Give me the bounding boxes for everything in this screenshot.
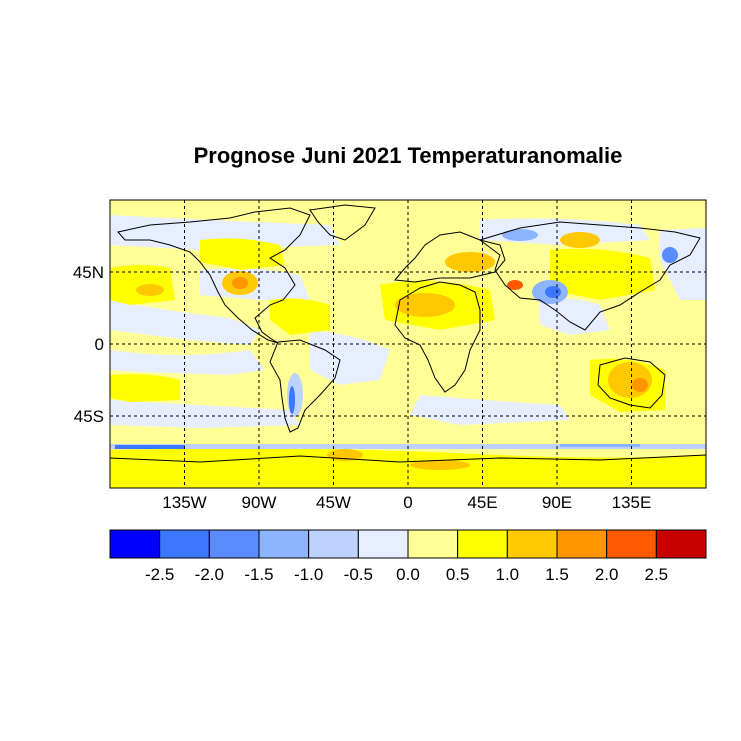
field-region-8 [660, 228, 706, 300]
lon-tick-label-3: 0 [403, 493, 412, 512]
coast-australia [597, 357, 666, 409]
coast-north-america [117, 207, 311, 344]
colorbar-swatch-3 [258, 529, 310, 559]
colorbar-tick-label-7: 1.0 [496, 565, 520, 584]
colorbar-swatch-1 [159, 529, 210, 559]
field-region-10 [540, 298, 610, 335]
colorbar-tick-label-8: 1.5 [545, 565, 569, 584]
coast-africa [394, 281, 481, 393]
colorbar-tick-label-1: -2.0 [195, 565, 224, 584]
colorbar-tick-label-4: -0.5 [344, 565, 373, 584]
colorbar-tick-label-10: 2.5 [645, 565, 669, 584]
coast-asia [478, 221, 701, 331]
lon-tick-label-5: 90E [542, 493, 572, 512]
field-region-23 [507, 280, 523, 290]
field-region-22 [445, 252, 495, 272]
field-region-38 [502, 229, 538, 241]
lat-tick-label-0: 45N [73, 263, 104, 282]
colorbar-swatch-6 [407, 529, 459, 559]
coast-europe [394, 231, 506, 283]
field-region-3 [110, 400, 300, 428]
colorbar-swatch-4 [308, 529, 359, 559]
colorbar-tick-label-3: -1.0 [294, 565, 323, 584]
colorbar-tick-label-9: 2.0 [595, 565, 619, 584]
field-region-31 [545, 286, 561, 298]
field-region-5 [410, 395, 570, 425]
chart-title: Prognose Juni 2021 Temperaturanomalie [193, 143, 623, 168]
colorbar-swatch-2 [208, 529, 260, 559]
colorbar-swatch-10 [606, 529, 657, 559]
colorbar-swatch-9 [556, 529, 608, 559]
colorbar-tick-label-0: -2.5 [145, 565, 174, 584]
lon-tick-label-0: 135W [162, 493, 206, 512]
coastlines [110, 204, 706, 463]
lat-tick-label-2: 45S [74, 407, 104, 426]
field-region-25 [632, 378, 648, 392]
colorbar-swatch-7 [457, 529, 508, 559]
coast-greenland [309, 204, 376, 241]
field-region-2 [110, 350, 265, 375]
field-region-36 [560, 444, 640, 447]
colorbar-swatch-11 [655, 529, 707, 559]
field-region-29 [410, 460, 470, 470]
field-region-13 [550, 248, 655, 300]
colorbar-tick-label-5: 0.0 [396, 565, 420, 584]
field-region-27 [560, 232, 600, 248]
colorbar-swatch-5 [357, 529, 409, 559]
field-region-15 [110, 374, 180, 402]
lon-tick-label-4: 45E [467, 493, 497, 512]
colorbar-tick-label-6: 0.5 [446, 565, 470, 584]
colorbar-swatch-0 [109, 529, 161, 559]
lon-tick-label-6: 135E [612, 493, 652, 512]
lat-tick-label-1: 0 [95, 335, 104, 354]
field-region-33 [289, 386, 295, 414]
field-region-35 [115, 445, 185, 449]
field-region-20 [232, 277, 248, 289]
field-region-16 [270, 298, 330, 335]
field-region-37 [662, 247, 678, 263]
colorbar [109, 529, 707, 559]
map-frame [109, 199, 707, 489]
lon-tick-label-2: 45W [316, 493, 351, 512]
field-region-26 [136, 284, 164, 296]
coast-antarctica [110, 454, 706, 463]
colorbar-labels: -2.5 -2.0 -1.5 -1.0 -0.5 0.0 0.5 1.0 1.5 2.0 2.5 [145, 565, 668, 584]
latitude-labels: 45N 0 45S [73, 263, 104, 426]
colorbar-swatch-8 [506, 529, 558, 559]
longitude-labels: 135W 90W 45W 0 45E 90E 135E [162, 493, 651, 512]
gridlines [110, 200, 706, 488]
lon-tick-label-1: 90W [242, 493, 277, 512]
field-region-18 [200, 238, 285, 270]
colorbar-tick-label-2: -1.5 [244, 565, 273, 584]
field-region-21 [395, 293, 455, 317]
coast-south-america [269, 339, 341, 433]
